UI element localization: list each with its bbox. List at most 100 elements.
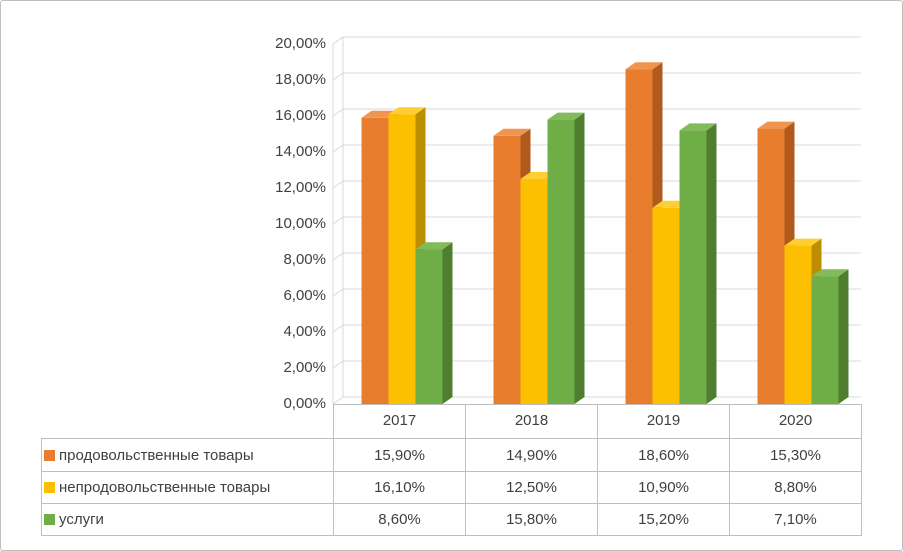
- bar-side-face: [547, 172, 558, 404]
- bar-side-face: [679, 200, 690, 404]
- y-axis-tick-label: 8,00%: [283, 251, 326, 268]
- bar-front-face: [625, 69, 653, 404]
- bar-2017-series-1: [388, 107, 426, 404]
- y-axis: 0,00% 2,00% 4,00% 6,00% 8,00% 10,00% 12,00% 14,…: [229, 35, 326, 413]
- gridline: [332, 396, 861, 405]
- bar-front-face: [679, 130, 707, 404]
- y-axis-tick-label: 16,00%: [275, 107, 326, 124]
- legend-label: продовольственные товары: [59, 446, 254, 464]
- bar-2018-series-0: [493, 128, 531, 405]
- bar-side-face: [388, 110, 399, 405]
- bar-2019-series-1: [652, 200, 690, 404]
- bar-2018-series-1: [520, 172, 558, 404]
- bar-front-face: [361, 117, 389, 405]
- table-value-cell: 18,60%: [597, 439, 729, 471]
- bar-2017-series-2: [415, 242, 453, 404]
- plot-area: [332, 36, 861, 405]
- bar-front-face: [811, 276, 839, 404]
- table-value-cell: 8,80%: [729, 472, 861, 503]
- legend-swatch: [44, 449, 55, 461]
- table-row: продовольственные товары 15,90% 14,90% 18,6…: [42, 439, 861, 471]
- bar-top-face: [361, 110, 399, 118]
- bar-top-face: [520, 172, 558, 179]
- legend-item: непродовольственные товары: [42, 472, 333, 503]
- bar-side-face: [520, 128, 531, 405]
- bar-2017-series-0: [361, 110, 399, 405]
- y-axis-tick-label: 20,00%: [275, 35, 326, 52]
- table-value-cell: 15,90%: [333, 439, 465, 471]
- bar-2020-series-2: [811, 269, 849, 404]
- y-axis-line: [332, 36, 344, 404]
- bar-2020-series-1: [784, 238, 822, 404]
- bar-side-face: [811, 238, 822, 404]
- y-axis-tick-label: 0,00%: [283, 395, 326, 412]
- legend-swatch: [44, 514, 55, 525]
- bar-side-face: [838, 269, 849, 404]
- bar-front-face: [757, 128, 785, 404]
- bar-2019-series-0: [625, 62, 663, 404]
- bar-side-face: [442, 242, 453, 404]
- table-value-cell: 8,60%: [333, 504, 465, 535]
- bar-front-face: [415, 249, 443, 404]
- gridline: [332, 288, 861, 297]
- legend-label: услуги: [59, 511, 104, 528]
- gridline: [332, 360, 861, 369]
- legend-item: продовольственные товары: [42, 439, 333, 471]
- bar-top-face: [784, 238, 822, 246]
- table-row: непродовольственные товары 16,10% 12,50% 10…: [42, 471, 861, 503]
- bar-front-face: [547, 119, 575, 404]
- bar-side-face: [652, 62, 663, 404]
- bar-side-face: [706, 123, 717, 405]
- gridline: [332, 108, 861, 117]
- bar-side-face: [784, 121, 795, 404]
- table-value-cell: 16,10%: [333, 472, 465, 503]
- table-row: услуги 8,60% 15,80% 15,20% 7,10%: [42, 503, 861, 535]
- table-value-cell: 7,10%: [729, 504, 861, 535]
- gridline: [332, 36, 861, 45]
- x-axis-category-label: 2018: [465, 405, 597, 438]
- bar-top-face: [811, 269, 849, 277]
- bar-front-face: [784, 245, 812, 404]
- table-value-cell: 15,80%: [465, 504, 597, 535]
- gridline: [332, 144, 861, 153]
- table-value-cell: 15,30%: [729, 439, 861, 471]
- y-axis-tick-label: 12,00%: [275, 179, 326, 196]
- legend-swatch: [44, 482, 55, 493]
- table-value-cell: 15,20%: [597, 504, 729, 535]
- y-axis-tick-label: 2,00%: [283, 359, 326, 376]
- y-axis-tick-label: 14,00%: [275, 143, 326, 160]
- bar-side-face: [415, 107, 426, 404]
- gridlines: [332, 36, 861, 405]
- bar-front-face: [388, 114, 416, 404]
- gridline: [332, 180, 861, 189]
- bar-2020-series-0: [757, 121, 795, 404]
- x-axis-category-label: 2017: [382, 412, 417, 429]
- legend-label: непродовольственные товары: [59, 479, 271, 496]
- bar-2018-series-2: [547, 112, 585, 404]
- bar-top-face: [625, 62, 663, 70]
- gridline: [332, 252, 861, 261]
- data-table: продовольственные товары 15,90% 14,90% 18,6…: [41, 438, 862, 536]
- bar-top-face: [493, 128, 531, 136]
- gridline: [332, 324, 861, 333]
- table-value-cell: 12,50%: [465, 472, 597, 503]
- bar-top-face: [415, 242, 453, 250]
- bar-top-face: [547, 112, 585, 120]
- legend-item: услуги: [42, 504, 333, 535]
- bar-top-face: [679, 123, 717, 131]
- gridline: [332, 216, 861, 225]
- y-axis-tick-label: 18,00%: [275, 71, 326, 88]
- x-axis: 2017 2018 2019 2020: [333, 404, 862, 438]
- y-axis-tick-label: 4,00%: [283, 323, 326, 340]
- bar-side-face: [574, 112, 585, 404]
- bar-2019-series-2: [679, 123, 717, 405]
- bar-top-face: [388, 107, 426, 115]
- x-axis-category-label: 2019: [597, 405, 729, 438]
- gridline: [332, 72, 861, 81]
- bar-front-face: [493, 135, 521, 405]
- table-value-cell: 14,90%: [465, 439, 597, 471]
- y-axis-tick-label: 6,00%: [283, 287, 326, 304]
- bar-top-face: [652, 200, 690, 208]
- y-axis-tick-label: 10,00%: [275, 215, 326, 232]
